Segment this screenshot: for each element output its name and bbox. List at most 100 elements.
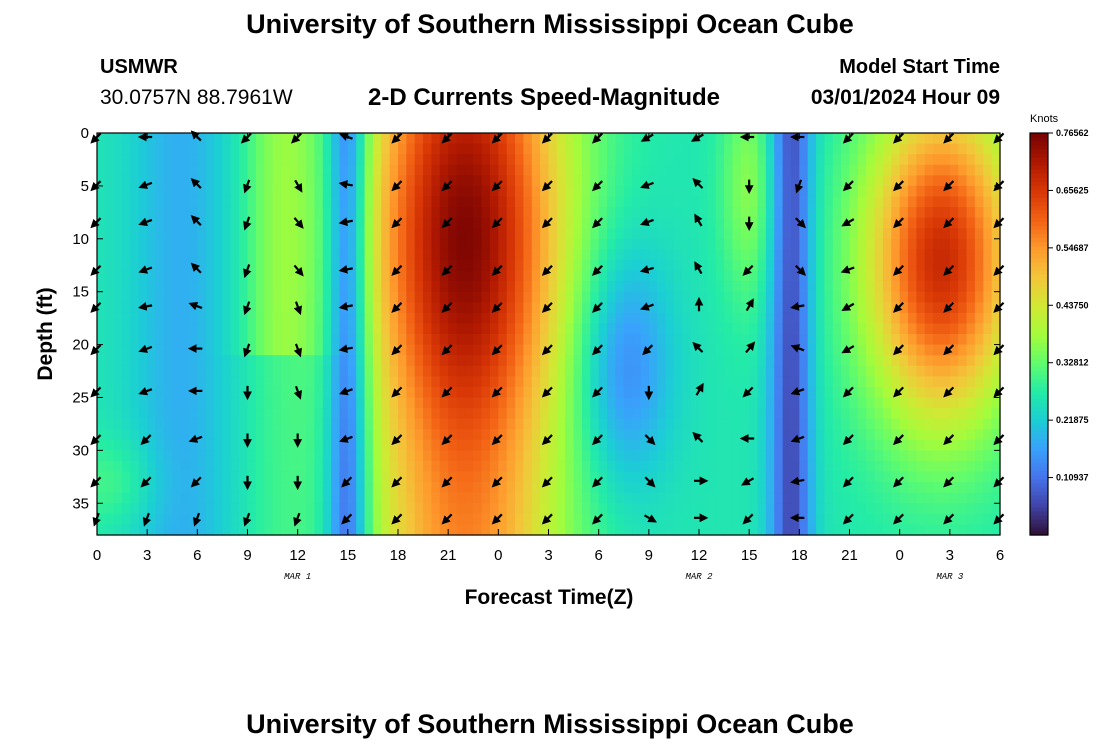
heat-cell bbox=[615, 439, 625, 451]
heat-cell bbox=[941, 408, 951, 420]
heat-cell bbox=[598, 418, 608, 430]
heat-cell bbox=[707, 323, 717, 335]
heat-cell bbox=[857, 207, 867, 219]
heat-cell bbox=[306, 513, 315, 526]
heat-cell bbox=[431, 408, 441, 420]
heat-cell bbox=[908, 196, 917, 208]
heat-cell bbox=[356, 238, 366, 250]
heat-cell bbox=[255, 323, 265, 335]
heat-cell bbox=[155, 386, 165, 399]
heat-cell bbox=[540, 503, 550, 515]
heat-cell bbox=[765, 143, 775, 155]
heat-cell bbox=[866, 492, 876, 504]
heat-cell bbox=[573, 408, 583, 420]
heat-cell bbox=[958, 503, 968, 515]
heat-cell bbox=[515, 281, 525, 293]
heat-cell bbox=[489, 429, 499, 441]
heat-cell bbox=[205, 524, 215, 536]
heat-cell bbox=[548, 291, 558, 303]
heat-cell bbox=[138, 397, 148, 409]
heat-cell bbox=[682, 482, 692, 494]
heat-cell bbox=[682, 312, 692, 325]
heat-cell bbox=[715, 450, 725, 462]
heat-cell bbox=[849, 492, 859, 504]
heat-cell bbox=[874, 450, 884, 462]
heat-cell bbox=[372, 344, 382, 356]
heat-cell bbox=[264, 164, 274, 176]
heat-cell bbox=[489, 207, 499, 219]
heat-cell bbox=[222, 133, 232, 145]
heat-cell bbox=[916, 164, 926, 176]
current-arrow bbox=[188, 301, 203, 311]
heat-cell bbox=[239, 524, 249, 536]
heat-cell bbox=[916, 334, 926, 346]
heat-cell bbox=[807, 185, 817, 198]
heat-cell bbox=[155, 133, 165, 145]
heat-cell bbox=[138, 323, 148, 335]
heat-cell bbox=[322, 143, 332, 155]
heat-cell bbox=[155, 344, 165, 356]
heat-cell bbox=[113, 386, 123, 399]
heat-cell bbox=[297, 164, 307, 176]
heat-cell bbox=[506, 281, 516, 293]
heat-cell bbox=[724, 365, 734, 377]
heat-cell bbox=[891, 259, 901, 272]
heat-cell bbox=[381, 259, 391, 272]
heat-cell bbox=[983, 513, 993, 526]
heat-cell bbox=[565, 386, 575, 399]
heat-cell bbox=[122, 196, 132, 208]
heat-cell bbox=[598, 492, 608, 504]
heat-cell bbox=[891, 238, 901, 250]
heat-cell bbox=[966, 133, 976, 145]
heat-cell bbox=[598, 217, 608, 229]
heat-cell bbox=[640, 355, 650, 367]
colorbar-swatch bbox=[1030, 201, 1048, 206]
heat-cell bbox=[498, 376, 508, 388]
heat-cell bbox=[381, 429, 391, 441]
heat-cell bbox=[657, 334, 667, 346]
heat-cell bbox=[381, 164, 391, 176]
heat-cell bbox=[874, 492, 884, 504]
heat-cell bbox=[740, 492, 750, 504]
heat-cell bbox=[372, 238, 382, 250]
heat-cell bbox=[214, 492, 224, 504]
heat-cell bbox=[682, 418, 692, 430]
heat-cell bbox=[757, 302, 767, 314]
heat-cell bbox=[147, 386, 157, 399]
heat-cell bbox=[707, 450, 717, 462]
heat-cell bbox=[155, 376, 165, 388]
speed-heatmap bbox=[97, 133, 1001, 536]
heat-cell bbox=[874, 249, 884, 261]
heat-cell bbox=[214, 503, 224, 515]
heat-cell bbox=[648, 133, 658, 145]
heat-cell bbox=[816, 270, 826, 282]
heat-cell bbox=[506, 207, 516, 219]
heat-cell bbox=[816, 492, 826, 504]
heat-cell bbox=[774, 344, 784, 356]
heat-cell bbox=[322, 471, 332, 483]
heat-cell bbox=[331, 376, 341, 388]
heat-cell bbox=[398, 154, 407, 166]
current-arrow bbox=[339, 386, 353, 396]
heat-cell bbox=[406, 429, 416, 441]
heat-cell bbox=[832, 376, 842, 388]
heat-cell bbox=[297, 418, 307, 430]
heat-cell bbox=[272, 270, 282, 282]
heat-cell bbox=[916, 154, 926, 166]
heat-cell bbox=[222, 482, 232, 494]
heat-cell bbox=[849, 355, 859, 367]
heat-cell bbox=[331, 323, 341, 335]
heat-cell bbox=[598, 238, 608, 250]
heat-cell bbox=[172, 460, 182, 473]
x-tick-label: 3 bbox=[143, 547, 151, 564]
heat-cell bbox=[765, 249, 775, 261]
heat-cell bbox=[916, 429, 926, 441]
heat-cell bbox=[389, 429, 399, 441]
heat-cell bbox=[816, 513, 826, 526]
heat-cell bbox=[565, 281, 575, 293]
heat-cell bbox=[398, 291, 407, 303]
colorbar-swatch bbox=[1030, 414, 1048, 420]
heat-cell bbox=[322, 291, 332, 303]
heat-cell bbox=[289, 323, 299, 335]
heat-cell bbox=[105, 344, 115, 356]
